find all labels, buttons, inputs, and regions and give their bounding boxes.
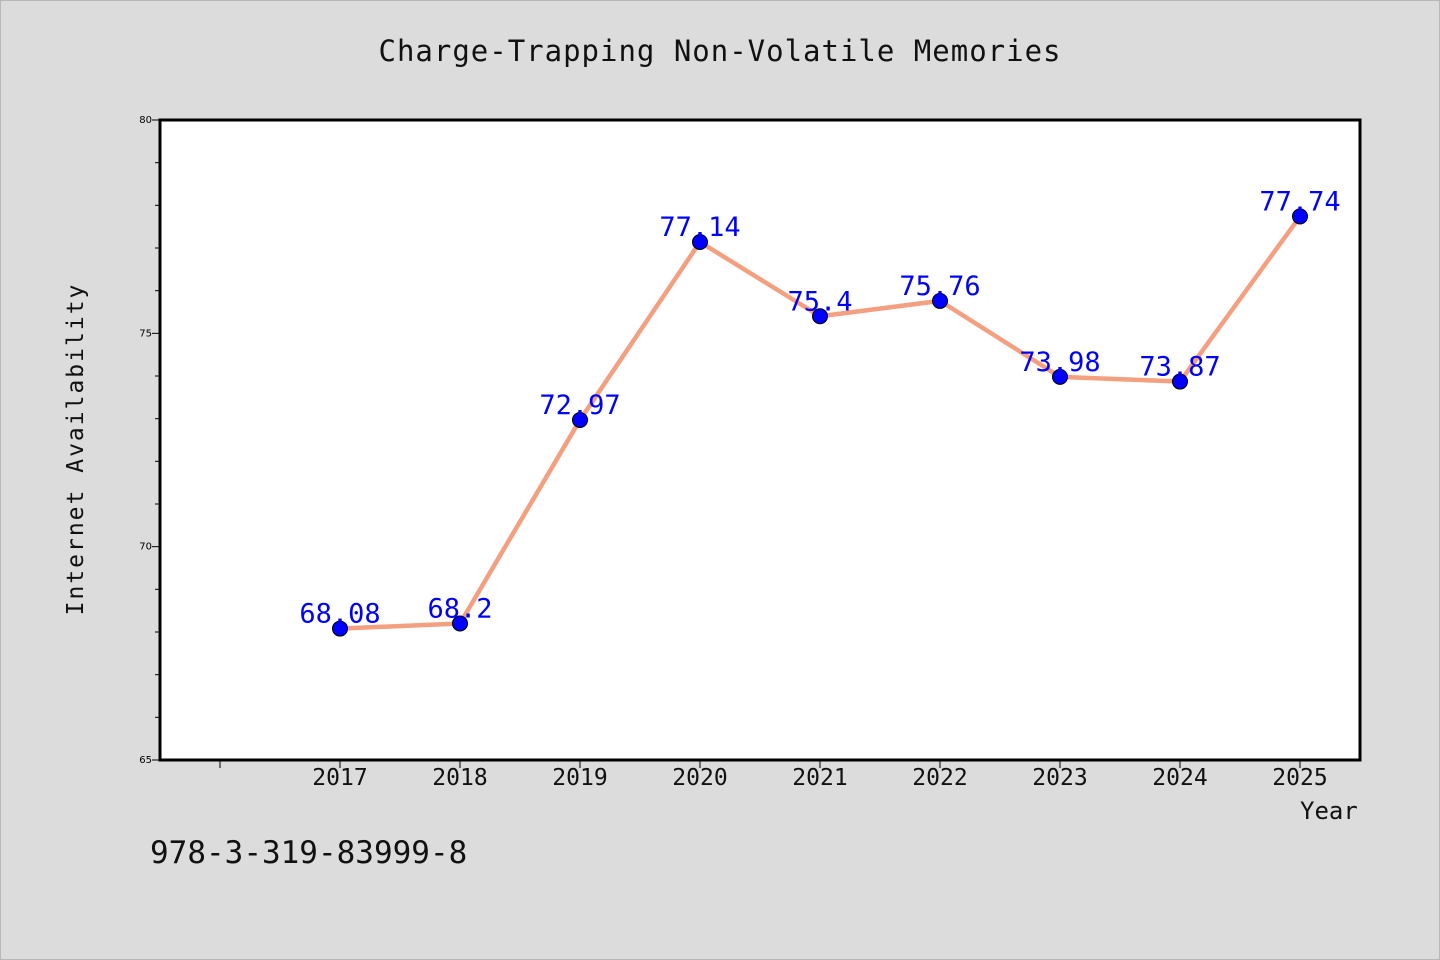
y-tick-label: 80	[139, 115, 152, 126]
x-tick-label: 2025	[1272, 765, 1327, 791]
x-tick-label: 2019	[552, 765, 607, 791]
y-tick-label: 65	[139, 755, 152, 766]
x-tick-label: 2023	[1032, 765, 1087, 791]
x-tick-label: 2017	[312, 765, 367, 791]
x-tick-label: 2022	[912, 765, 967, 791]
data-point	[692, 234, 708, 251]
data-label: 75.4	[787, 286, 852, 317]
data-point	[332, 620, 348, 637]
isbn-label: 978-3-319-83999-8	[150, 835, 468, 871]
x-tick-label: 2021	[792, 765, 847, 791]
chart-title: Charge-Trapping Non-Volatile Memories	[378, 34, 1062, 68]
data-label: 68.2	[427, 593, 492, 624]
data-point	[932, 292, 948, 309]
x-tick-label: 2020	[672, 765, 727, 791]
data-point	[1292, 208, 1308, 225]
data-label: 77.74	[1259, 186, 1340, 217]
x-tick-label: 2018	[432, 765, 487, 791]
data-point	[452, 615, 468, 632]
data-label: 73.98	[1019, 347, 1100, 378]
data-label: 68.08	[299, 599, 380, 630]
x-axis-label: Year	[1300, 797, 1358, 825]
y-tick-label: 75	[139, 328, 152, 339]
plot-area	[158, 118, 1362, 762]
data-label: 75.76	[899, 271, 980, 302]
x-tick-label: 2024	[1152, 765, 1207, 791]
data-label: 77.14	[659, 212, 740, 243]
data-point	[1052, 368, 1068, 385]
y-tick-label: 70	[139, 542, 152, 553]
data-label: 73.87	[1139, 352, 1220, 383]
data-point	[1172, 373, 1188, 390]
data-point	[572, 411, 588, 428]
data-label: 72.97	[539, 390, 620, 421]
data-point	[812, 308, 828, 325]
